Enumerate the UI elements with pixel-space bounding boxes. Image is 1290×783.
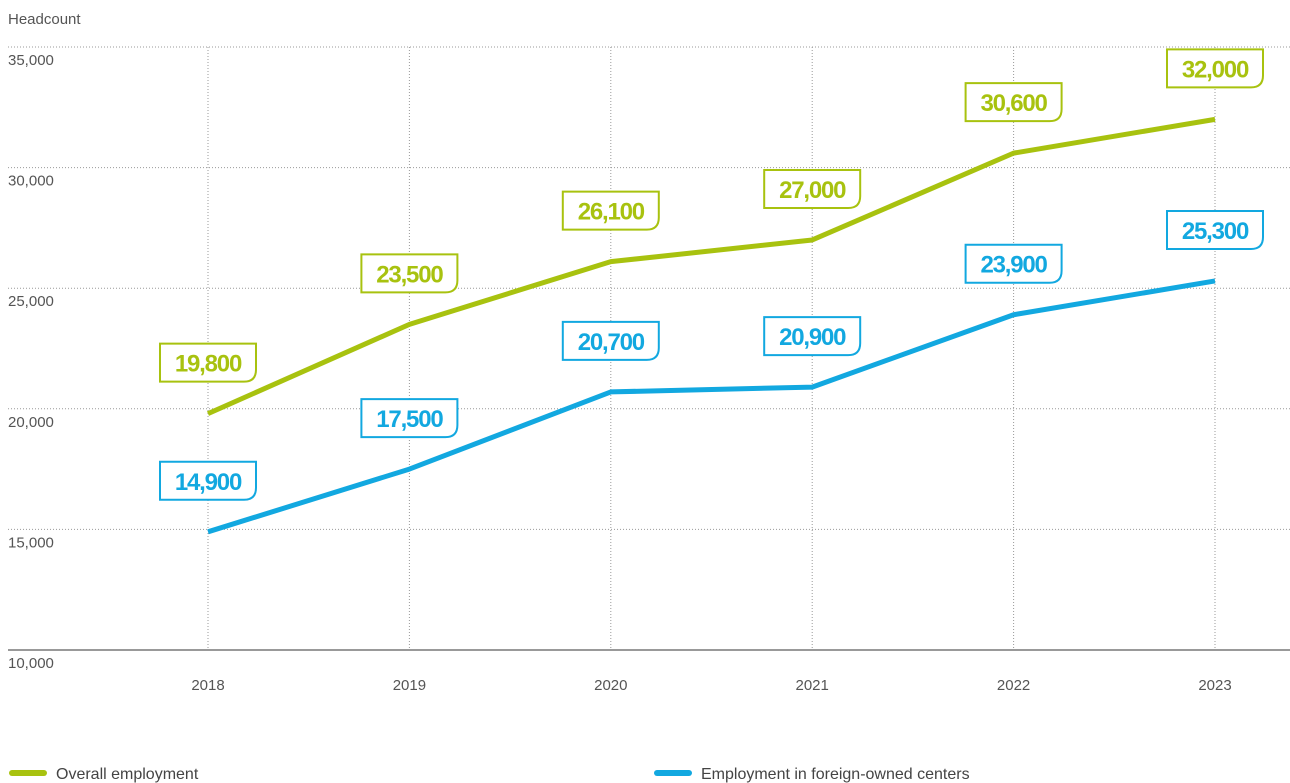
data-label-text: 14,900	[175, 469, 242, 496]
data-label-box	[1166, 48, 1264, 89]
data-label-box	[360, 398, 459, 439]
series-line	[207, 278, 1216, 535]
data-label-text: 20,900	[779, 324, 846, 351]
x-tick-label: 2023	[1198, 677, 1231, 694]
data-label-box	[1166, 209, 1264, 250]
data-label-box	[561, 320, 660, 361]
data-label: 14,900	[159, 460, 257, 501]
x-tick-label: 2019	[393, 677, 426, 694]
data-label-box	[159, 460, 257, 501]
data-label: 20,900	[763, 316, 862, 357]
data-label: 26,100	[561, 190, 660, 231]
data-label: 23,500	[360, 253, 459, 294]
legend-label: Overall employment	[56, 766, 199, 783]
data-label: 23,900	[964, 243, 1063, 284]
data-label-text: 19,800	[175, 351, 242, 378]
data-label-text: 23,900	[980, 252, 1047, 279]
data-label-text: 32,000	[1182, 56, 1249, 83]
data-label: 32,000	[1166, 48, 1264, 89]
data-label: 30,600	[964, 82, 1063, 123]
legend-label: Employment in foreign-owned centers	[701, 766, 970, 783]
data-label-text: 17,500	[376, 406, 443, 433]
y-tick-label: 30,000	[8, 173, 54, 190]
x-tick-label: 2021	[796, 677, 829, 694]
data-label-box	[964, 243, 1063, 284]
x-tick-label: 2022	[997, 677, 1030, 694]
data-label-box	[964, 82, 1063, 123]
y-tick-label: 35,000	[8, 52, 54, 69]
data-label-text: 26,100	[578, 199, 645, 226]
data-label-text: 27,000	[779, 177, 846, 204]
data-label-box	[763, 168, 862, 209]
data-label: 19,800	[159, 342, 257, 383]
data-label-text: 25,300	[1182, 218, 1249, 245]
x-tick-label: 2018	[191, 677, 224, 694]
data-label: 25,300	[1166, 209, 1264, 250]
data-label: 27,000	[763, 168, 862, 209]
y-tick-label: 25,000	[8, 293, 54, 310]
y-tick-label: 20,000	[8, 414, 54, 431]
data-label-text: 23,500	[376, 261, 443, 288]
data-label-box	[763, 316, 862, 357]
y-axis-title: Headcount	[8, 11, 81, 28]
x-tick-label: 2020	[594, 677, 627, 694]
data-label-box	[159, 342, 257, 383]
data-label-text: 20,700	[578, 329, 645, 356]
data-label-box	[360, 253, 459, 294]
data-label-box	[561, 190, 660, 231]
y-tick-label: 10,000	[8, 655, 54, 672]
y-tick-label: 15,000	[8, 534, 54, 551]
data-label: 17,500	[360, 398, 459, 439]
data-label: 20,700	[561, 320, 660, 361]
series-line	[206, 116, 1216, 416]
data-label-text: 30,600	[980, 90, 1047, 117]
